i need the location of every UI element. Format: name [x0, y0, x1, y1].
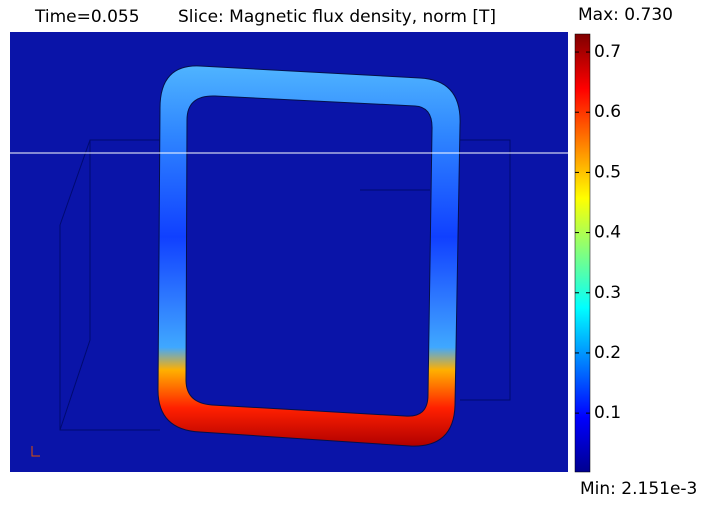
max-label: Max: 0.730 [578, 5, 673, 25]
min-label: Min: 2.151e-3 [580, 479, 697, 499]
colorbar-tick-label: 0.3 [594, 283, 621, 303]
colorbar-tick-label: 0.4 [594, 223, 621, 243]
colorbar-tick-label: 0.2 [594, 343, 621, 363]
colorbar-tick-label: 0.1 [594, 403, 621, 423]
colorbar-tick-label: 0.6 [594, 102, 621, 122]
time-label: Time=0.055 [34, 7, 140, 27]
plot-title: Slice: Magnetic flux density, norm [T] [178, 7, 496, 27]
chart: Time=0.055 Slice: Magnetic flux density,… [0, 0, 710, 501]
colorbar-tick-label: 0.7 [594, 42, 621, 62]
colorbar [575, 34, 590, 472]
colorbar-tick-label: 0.5 [594, 162, 621, 182]
